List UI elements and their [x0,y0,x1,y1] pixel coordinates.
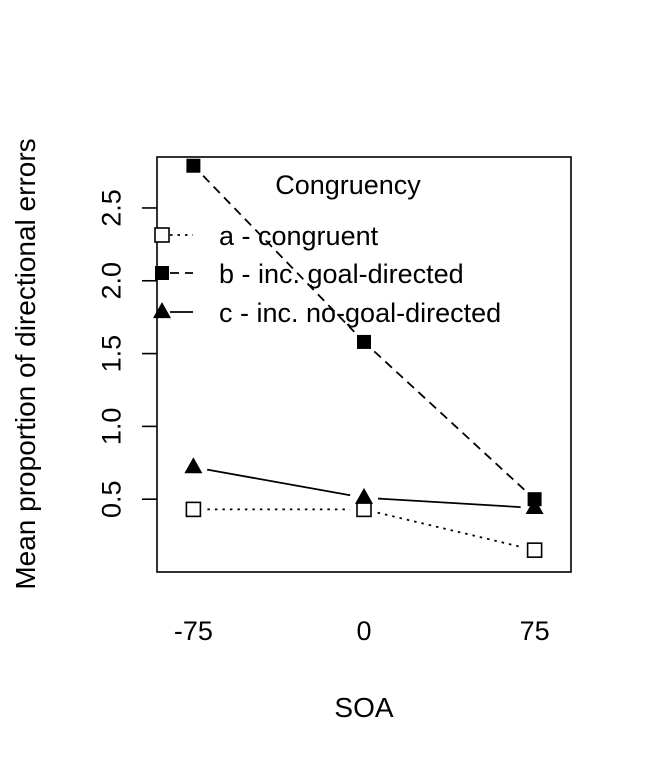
legend-label: a - congruent [219,221,379,251]
x-tick-label: 0 [356,616,371,646]
y-tick-label: 2.5 [97,189,127,227]
y-tick-label: 1.0 [97,408,127,446]
data-point [357,334,371,349]
series-3 [184,457,544,515]
legend-marker [153,302,171,319]
y-axis-title: Mean proportion of directional errors [10,138,41,589]
series-1 [185,501,543,558]
data-point [356,501,372,518]
series-line-segment [377,497,521,508]
legend-marker [154,227,170,243]
series-line-segment [202,175,355,333]
data-point [526,542,543,558]
y-tick-label: 1.5 [97,335,127,373]
y-tick-label: 0.5 [97,480,127,518]
x-axis: -75 0 75 [174,616,550,646]
legend-title: Congruency [275,170,421,200]
data-point [525,498,544,515]
y-axis: 0.5 1.0 1.5 2.0 2.5 [97,189,157,518]
legend-marker [155,266,169,280]
series-line-segment [207,468,351,497]
legend-item: c - inc. no-goal-directed [153,298,501,328]
data-point [186,158,201,173]
x-tick-label: 75 [520,616,550,646]
data-point [185,501,202,518]
legend-item: a - congruent [154,221,379,251]
legend: Congruency a - congruent b - inc. goal-di… [153,170,501,328]
legend-label: b - inc. goal-directed [219,259,464,289]
y-tick-label: 2.0 [97,262,127,300]
x-tick-label: -75 [174,616,213,646]
plot-frame [156,156,572,573]
series-layer [184,158,544,558]
series-line-segment [373,350,525,491]
series-2 [186,158,542,507]
legend-item: b - inc. goal-directed [155,259,464,289]
data-point [184,457,203,474]
series-line-segment [377,511,522,548]
legend-label: c - inc. no-goal-directed [219,298,501,328]
data-point [355,487,373,504]
x-axis-title: SOA [334,692,393,723]
